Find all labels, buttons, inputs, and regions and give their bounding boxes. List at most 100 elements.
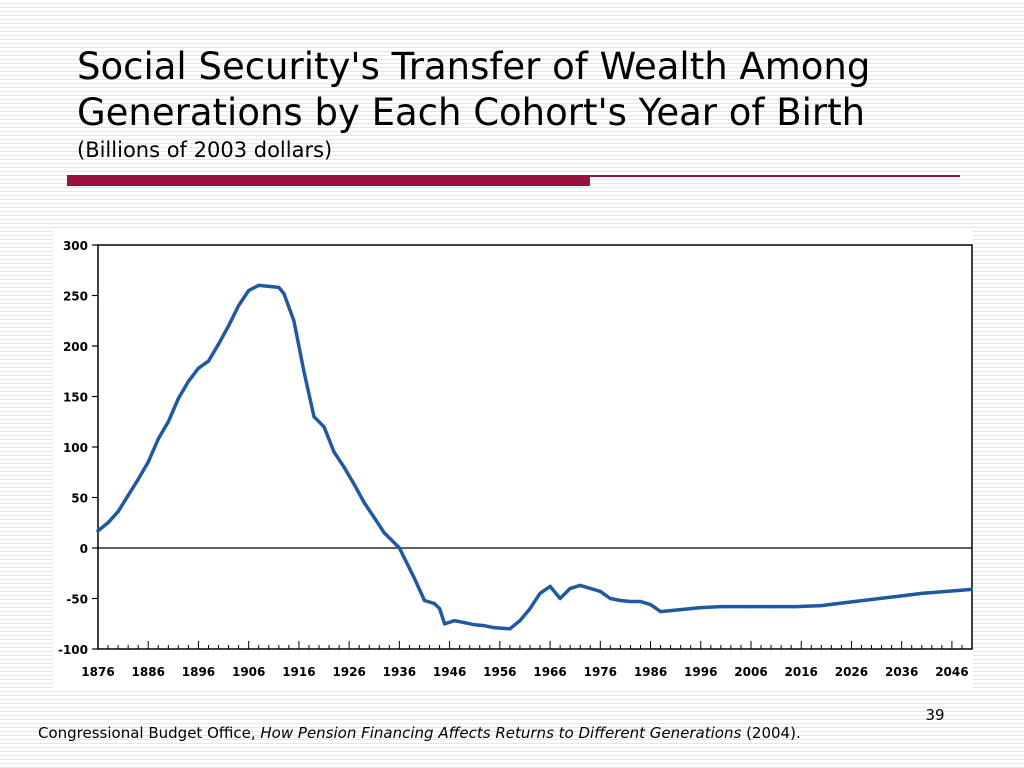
data-point <box>146 460 150 464</box>
y-tick-label: 200 <box>63 340 88 354</box>
data-point <box>844 600 849 605</box>
data-point <box>176 396 180 401</box>
title-rule-thin <box>590 175 960 177</box>
data-point <box>548 584 552 588</box>
data-point <box>322 425 326 429</box>
data-point <box>538 591 542 596</box>
data-point <box>397 546 401 550</box>
data-point <box>116 510 120 514</box>
data-point <box>106 521 110 525</box>
data-point <box>402 556 407 560</box>
data-point <box>136 477 140 481</box>
slide-title-line-1: Social Security's Transfer of Wealth Amo… <box>77 45 871 88</box>
data-point <box>292 319 296 323</box>
plot-frame <box>97 244 973 650</box>
wealth-transfer-line-chart: 300 250 200 150 100 50 0 -50 -100 1876 1886 1896 190… <box>58 239 973 679</box>
slide-subtitle: (Billions of 2003 dollars) <box>77 138 333 162</box>
y-tick-label: 250 <box>63 290 88 304</box>
data-point <box>618 598 622 603</box>
data-point <box>699 605 703 610</box>
data-point <box>412 576 417 580</box>
data-point <box>442 622 447 626</box>
data-point <box>186 379 191 383</box>
y-tick-label: -50 <box>66 593 88 607</box>
data-point <box>588 586 592 590</box>
y-tick-label: 150 <box>63 391 88 405</box>
data-point <box>648 602 653 607</box>
data-point <box>608 596 612 601</box>
data-point <box>493 626 497 630</box>
data-point <box>598 589 602 594</box>
data-point <box>719 604 723 609</box>
source-title: How Pension Financing Affects Returns to… <box>260 724 742 742</box>
source-citation: Congressional Budget Office, How Pension… <box>38 724 801 742</box>
data-point <box>689 607 693 611</box>
data-point <box>578 583 582 587</box>
x-tick-label: 1936 <box>383 665 416 679</box>
x-tick-label: 2016 <box>785 665 818 679</box>
x-tick-label: 2006 <box>734 665 767 679</box>
x-tick-label: 1966 <box>533 665 566 679</box>
x-tick-label: 1896 <box>182 665 215 679</box>
data-point <box>528 607 532 611</box>
data-point <box>432 601 437 606</box>
y-tick-label: 100 <box>63 441 88 455</box>
data-point <box>508 627 512 631</box>
data-point <box>437 607 442 611</box>
data-point <box>819 603 823 608</box>
x-tick-label: 2036 <box>885 665 918 679</box>
data-point <box>332 450 336 454</box>
source-suffix: (2004). <box>741 724 801 742</box>
chart-panel: 300 250 200 150 100 50 0 -50 -100 1876 1886 1896 190… <box>53 231 973 690</box>
data-point <box>744 604 748 609</box>
slide-title-line-2: Generations by Each Cohort's Year of Bir… <box>77 91 866 134</box>
x-tick-label: 1916 <box>282 665 315 679</box>
data-point <box>247 288 251 293</box>
data-point <box>126 493 130 498</box>
x-tick-label: 1976 <box>584 665 617 679</box>
data-point <box>392 541 396 545</box>
slide-title: Social Security's Transfer of Wealth Amo… <box>77 44 977 136</box>
data-point <box>277 285 281 290</box>
data-point <box>568 586 572 590</box>
data-point <box>453 619 457 623</box>
data-point <box>970 587 973 592</box>
slide-number: 39 <box>925 706 945 724</box>
data-point <box>226 324 231 328</box>
data-point <box>638 599 643 604</box>
data-point <box>679 608 683 612</box>
data-point <box>196 366 201 370</box>
data-point <box>518 619 522 623</box>
data-point <box>166 420 170 424</box>
data-point <box>302 369 306 373</box>
data-point <box>483 624 487 628</box>
x-tick-label: 1956 <box>483 665 516 679</box>
data-point <box>463 621 467 625</box>
data-point <box>257 283 261 287</box>
x-tick-label: 1876 <box>81 665 114 679</box>
y-tick-label: 50 <box>71 492 88 506</box>
x-tick-label: 1986 <box>634 665 667 679</box>
data-point <box>156 437 160 441</box>
x-tick-label: 1886 <box>132 665 165 679</box>
data-point <box>312 415 316 419</box>
data-point <box>352 482 356 486</box>
data-point <box>869 597 874 602</box>
y-tick-label: 300 <box>63 239 88 253</box>
data-point <box>237 304 241 308</box>
data-point <box>473 623 477 627</box>
data-point <box>362 500 366 505</box>
x-tick-label: 1996 <box>684 665 717 679</box>
data-point <box>282 291 286 296</box>
data-point <box>920 591 924 596</box>
data-point <box>342 465 346 469</box>
data-point <box>422 598 427 603</box>
x-tick-label: 1926 <box>332 665 365 679</box>
data-point <box>945 589 949 594</box>
data-point <box>382 531 386 535</box>
data-point <box>628 599 633 604</box>
data-point <box>769 604 773 609</box>
y-tick-label: -100 <box>58 643 88 657</box>
source-prefix: Congressional Budget Office, <box>38 724 261 742</box>
data-point <box>96 529 100 533</box>
